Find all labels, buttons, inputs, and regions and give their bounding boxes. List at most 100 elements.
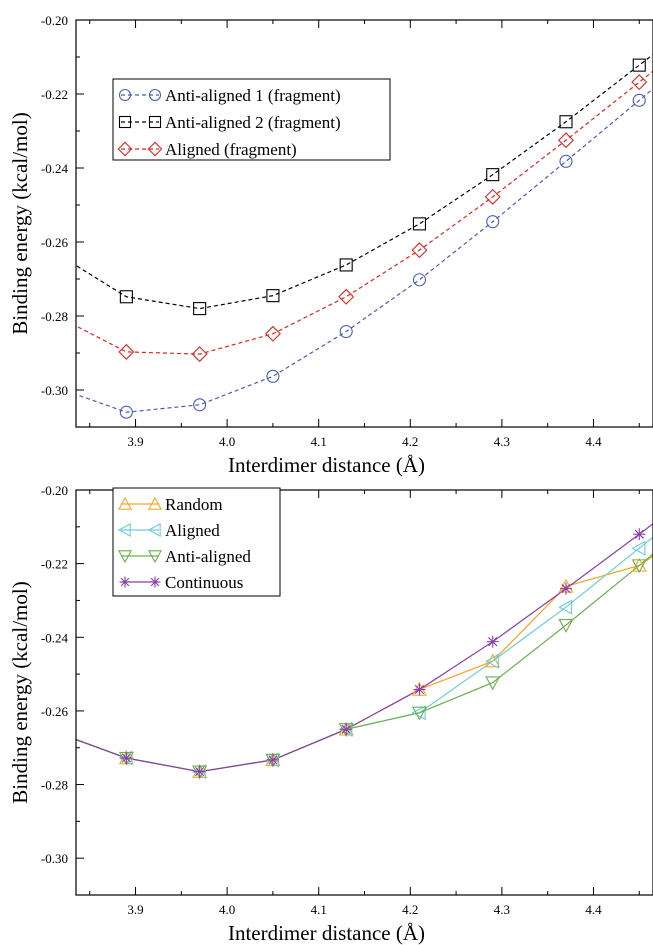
data-point-3 [486, 635, 499, 648]
legend-marker [118, 550, 132, 564]
legend-marker [117, 523, 131, 537]
data-point-0 [559, 154, 573, 168]
legend-label: Anti-aligned [165, 547, 251, 566]
bottom-chart: 3.9 4.0 4.1 4.2 4.3 4.4 -0.30 -0.28 -0.26 -0.24 -0… [8, 483, 653, 945]
y-tick-label: -0.22 [41, 87, 68, 102]
series-line-top-2 [76, 70, 653, 355]
x-tick-label: 4.2 [402, 902, 418, 917]
legend-label: Random [165, 495, 223, 514]
data-point-1 [411, 705, 426, 721]
data-point-1 [486, 168, 500, 182]
series-line-top-0 [76, 87, 653, 413]
y-tick-label: -0.20 [41, 13, 68, 28]
data-point-2 [558, 618, 574, 633]
data-point-2 [118, 343, 135, 360]
y-tick-label: -0.24 [41, 630, 69, 645]
data-point-2 [485, 676, 501, 691]
x-tick-label: 4.1 [311, 434, 327, 449]
legend-item: Anti-aligned 1 (fragment) [118, 86, 341, 105]
legend-marker [148, 88, 162, 102]
data-point-1 [119, 290, 133, 304]
x-tick-label: 3.9 [127, 902, 143, 917]
data-point-3 [193, 765, 206, 778]
data-point-1 [558, 599, 573, 615]
x-tick-label: 4.4 [585, 434, 602, 449]
data-point-0 [485, 653, 501, 668]
legend: Random Aligned Anti-aligned Continuous [112, 487, 281, 597]
legend-marker [149, 576, 161, 588]
data-point-2 [411, 242, 428, 259]
y-axis-label: Binding energy (kcal/mol) [8, 112, 32, 334]
x-tick-label: 4.2 [402, 434, 418, 449]
legend-label: Continuous [165, 573, 243, 592]
data-point-1 [559, 115, 573, 129]
data-point-2 [558, 132, 574, 149]
y-tick-label: -0.20 [41, 483, 68, 498]
data-point-2 [631, 559, 647, 574]
x-tick-label: 4.3 [494, 902, 510, 917]
legend-marker [118, 115, 132, 129]
data-point-1 [339, 258, 353, 272]
legend-item: Aligned [117, 521, 220, 540]
x-axis-label: Interdimer distance (Å) [228, 921, 425, 945]
data-point-0 [266, 369, 280, 383]
data-point-0 [486, 215, 500, 229]
data-point-0 [339, 324, 353, 339]
x-tick-label: 4.0 [219, 434, 235, 449]
data-point-3 [633, 528, 646, 541]
data-point-3 [559, 582, 572, 595]
data-point-3 [340, 723, 353, 736]
y-tick-label: -0.28 [41, 309, 68, 324]
legend-box [112, 487, 281, 597]
data-point-0 [193, 398, 207, 412]
data-point-2 [264, 325, 281, 342]
x-tick-label: 4.1 [311, 902, 327, 917]
data-point-2 [484, 188, 501, 205]
legend-label: Anti-aligned 1 (fragment) [165, 86, 341, 105]
legend-label: Anti-aligned 2 (fragment) [165, 113, 341, 132]
data-point-0 [632, 93, 646, 107]
x-axis-label: Interdimer distance (Å) [228, 453, 425, 477]
data-point-1 [631, 540, 646, 556]
legend-marker [147, 523, 161, 537]
data-point-2 [191, 346, 208, 363]
y-tick-label: -0.28 [41, 778, 68, 793]
legend-marker [148, 496, 162, 510]
x-tick-label: 4.4 [585, 902, 602, 917]
data-point-3 [266, 753, 279, 766]
y-axis-label: Binding energy (kcal/mol) [8, 581, 32, 803]
data-point-1 [193, 302, 207, 316]
legend-marker [147, 141, 163, 157]
x-tick-label: 4.3 [494, 434, 510, 449]
legend-item: Anti-aligned [118, 547, 251, 566]
y-tick-label: -0.30 [41, 383, 68, 398]
data-point-2 [631, 74, 648, 91]
plot-area [76, 523, 653, 780]
legend-item: Random [118, 495, 223, 514]
y-tick-label: -0.26 [41, 235, 69, 250]
data-point-2 [338, 288, 355, 305]
legend: Anti-aligned 1 (fragment) Anti-aligned 2 … [112, 78, 391, 161]
legend-marker [148, 550, 162, 564]
legend-label: Aligned [165, 521, 220, 540]
series-line-top-1 [76, 53, 653, 310]
legend-item: Aligned (fragment) [117, 140, 297, 159]
data-point-3 [413, 683, 426, 696]
plot-area [76, 53, 653, 419]
y-tick-label: -0.24 [41, 161, 69, 176]
legend-marker [118, 496, 132, 510]
legend-marker [148, 115, 162, 129]
data-point-3 [120, 752, 133, 765]
x-tick-label: 4.0 [219, 902, 235, 917]
y-tick-label: -0.26 [41, 704, 69, 719]
data-point-1 [484, 653, 499, 669]
legend-item: Continuous [119, 573, 243, 592]
x-tick-label: 3.9 [127, 434, 143, 449]
legend-marker [119, 576, 131, 588]
series-line-bottom-3 [76, 523, 653, 773]
legend-marker [117, 141, 133, 157]
data-point-0 [119, 405, 133, 419]
data-point-1 [412, 217, 427, 231]
y-tick-label: -0.22 [41, 557, 68, 572]
